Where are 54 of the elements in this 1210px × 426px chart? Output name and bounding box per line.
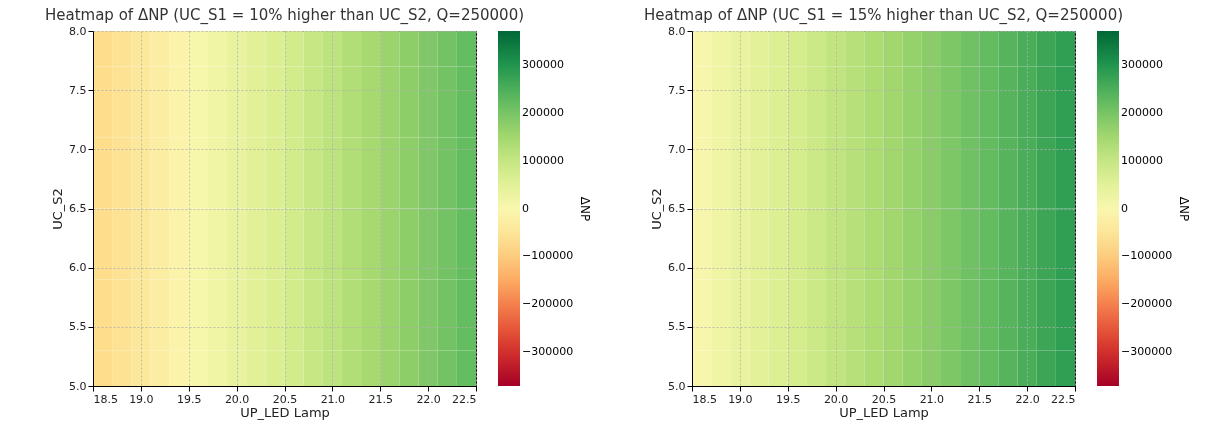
x-tick-label: 22.0: [416, 392, 441, 406]
x-tick-label: 19.5: [776, 392, 801, 406]
color-bar-label: −200000: [1121, 297, 1173, 311]
color-bar-label: 0: [522, 201, 529, 215]
y-tick-label: 8.0: [668, 24, 686, 38]
color-bar-label: −100000: [522, 249, 574, 263]
y-tick-label: 5.0: [69, 379, 87, 393]
x-tick-label: 20.5: [871, 392, 897, 406]
x-tick-label: 22.0: [1015, 392, 1040, 406]
x-tick-label: 21.0: [320, 392, 346, 406]
color-bar-label: 200000: [522, 105, 564, 119]
color-bar-label: 300000: [522, 57, 564, 71]
y-tick-label: 6.0: [668, 261, 686, 275]
color-bar-label: −300000: [1121, 345, 1173, 359]
color-bar-label: 100000: [522, 153, 564, 167]
x-tick-label: 22.5: [452, 392, 477, 406]
y-axis-title: UC_S2: [50, 188, 66, 230]
y-tick-label: 7.0: [668, 142, 686, 156]
color-bar-label: −300000: [522, 345, 574, 359]
x-tick-label: 19.0: [728, 392, 753, 406]
x-tick-label: 20.5: [272, 392, 298, 406]
x-tick-label: 20.0: [823, 392, 849, 406]
y-tick-label: 5.0: [668, 379, 686, 393]
chart-title: Heatmap of ΔNP (UC_S1 = 15% higher than UC_S2, Q=250000): [643, 6, 1124, 25]
x-tick-label: 19.0: [129, 392, 154, 406]
x-tick-label: 18.5: [692, 392, 717, 406]
x-tick-label: 21.0: [919, 392, 945, 406]
y-tick-label: 5.5: [69, 320, 87, 334]
color-bar-label: 0: [1121, 201, 1128, 215]
y-tick-label: 5.5: [668, 320, 686, 334]
x-axis-title: UP_LED Lamp: [240, 404, 330, 420]
y-tick-label: 6.5: [69, 202, 87, 215]
color-bar-label: 300000: [1121, 57, 1163, 71]
color-bar-title: ΔNP: [1177, 196, 1191, 222]
y-tick-label: 6.5: [668, 202, 686, 215]
y-tick-label: 7.5: [69, 83, 87, 97]
chart-title: Heatmap of ΔNP (UC_S1 = 10% higher than UC_S2, Q=250000): [44, 6, 525, 25]
color-bar-label: −100000: [1121, 249, 1173, 263]
x-tick-label: 21.5: [368, 392, 393, 406]
x-tick-label: 18.5: [93, 392, 118, 406]
x-tick-label: 21.5: [967, 392, 992, 406]
y-tick-label: 8.0: [69, 24, 87, 38]
y-tick-label: 7.0: [69, 142, 87, 156]
y-axis-title: UC_S2: [649, 188, 665, 230]
color-bar-title: ΔNP: [578, 196, 592, 222]
color-bar-label: 200000: [1121, 105, 1163, 119]
x-tick-label: 20.0: [224, 392, 250, 406]
x-tick-label: 19.5: [177, 392, 202, 406]
y-tick-label: 7.5: [668, 83, 686, 97]
color-bar-label: 100000: [1121, 153, 1163, 167]
x-tick-label: 22.5: [1051, 392, 1076, 406]
y-tick-label: 6.0: [69, 261, 87, 275]
x-axis-title: UP_LED Lamp: [839, 404, 929, 420]
color-bar-label: −200000: [522, 297, 574, 311]
